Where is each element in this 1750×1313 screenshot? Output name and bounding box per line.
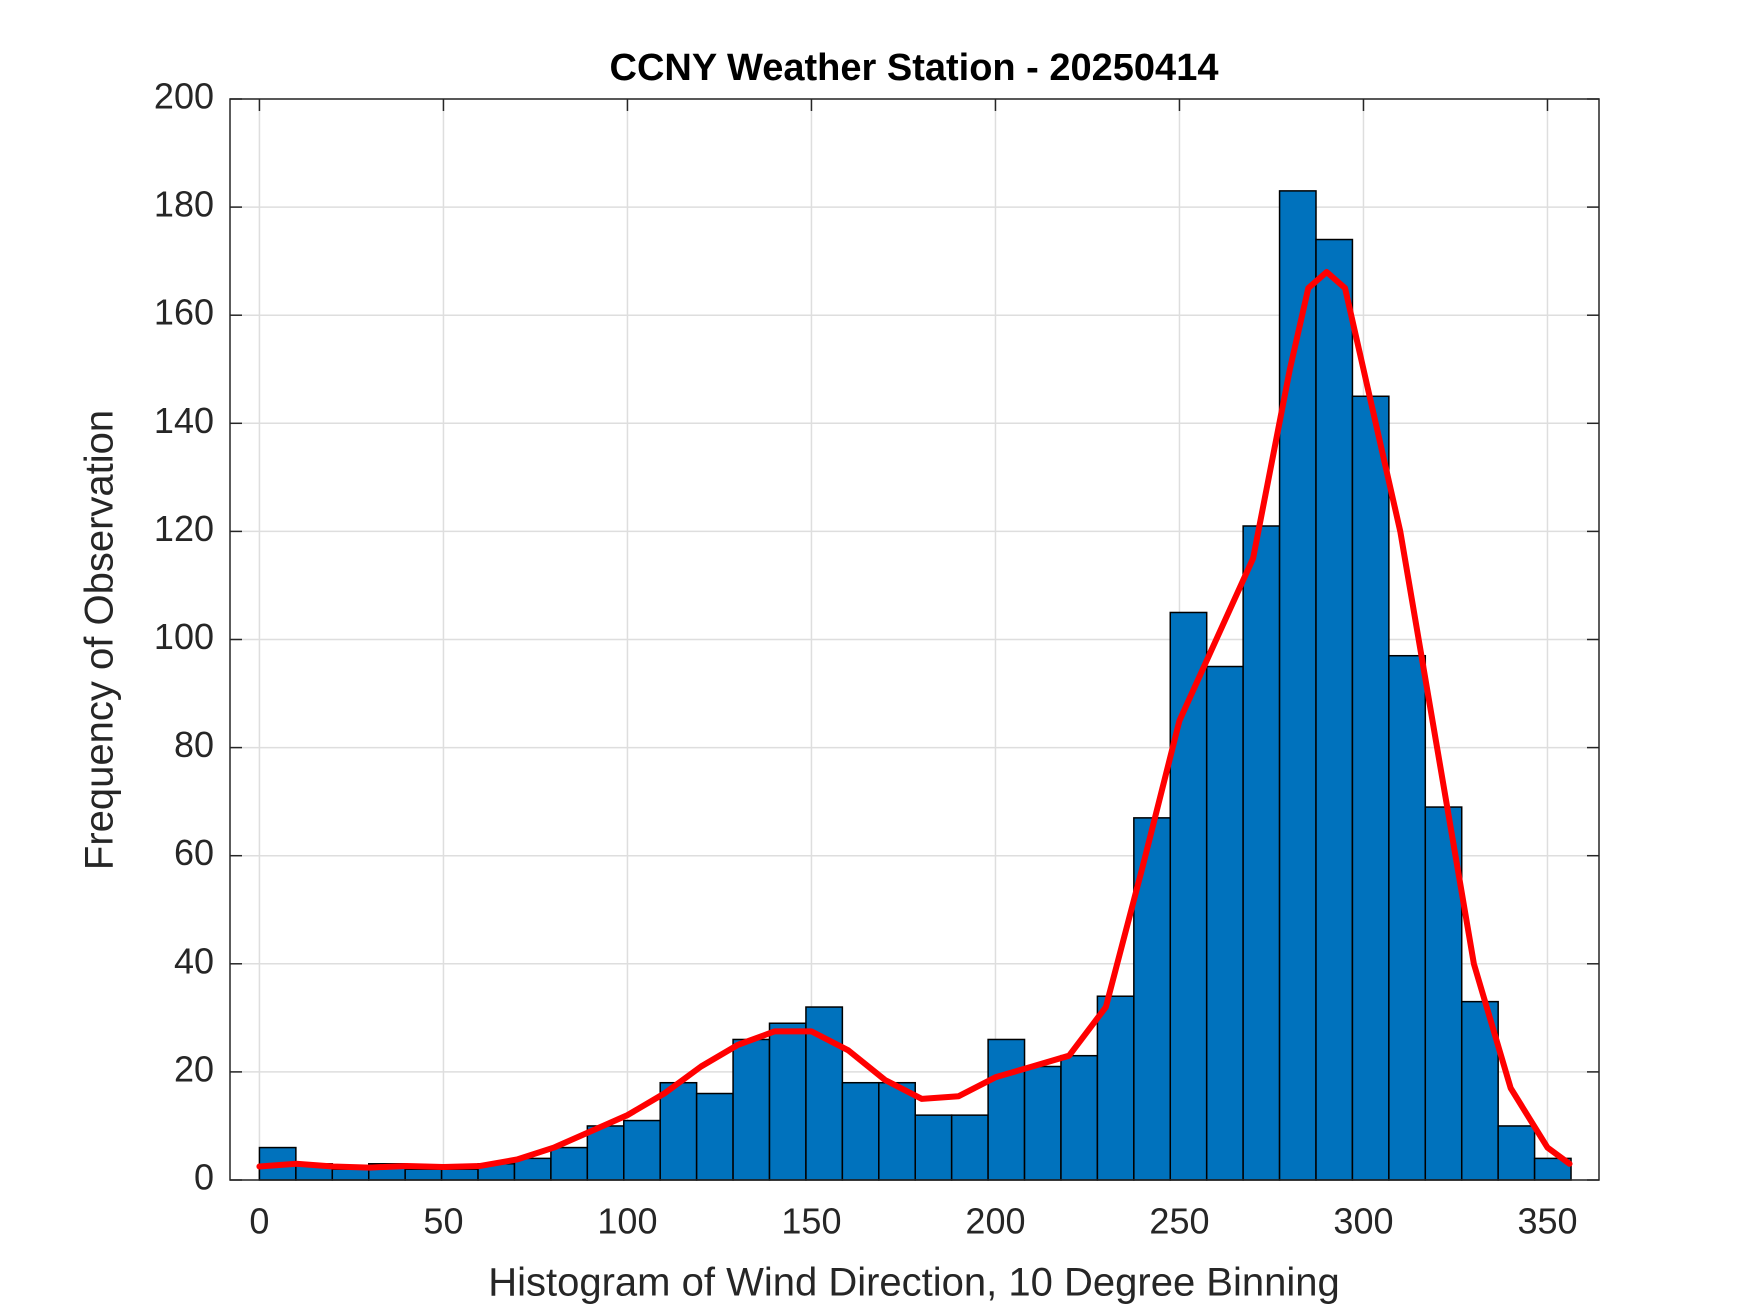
- y-tick-label: 140: [154, 400, 214, 441]
- y-tick-label: 20: [174, 1048, 214, 1089]
- bar: [987, 1038, 1026, 1181]
- bar: [586, 1125, 625, 1181]
- bar: [1351, 395, 1390, 1181]
- y-axis-label: Frequency of Observation: [78, 410, 122, 870]
- density-curve: [256, 268, 1573, 1171]
- x-tick-label: 300: [1333, 1201, 1393, 1242]
- y-tick-label: 180: [154, 184, 214, 225]
- x-tick-label: 250: [1149, 1201, 1209, 1242]
- bar: [1205, 665, 1244, 1181]
- bar: [1096, 995, 1135, 1181]
- bar: [950, 1114, 989, 1181]
- bar: [659, 1081, 698, 1181]
- y-tick-label: 0: [194, 1157, 214, 1198]
- y-tick-label: 60: [174, 832, 214, 873]
- y-tick-label: 80: [174, 724, 214, 765]
- bar: [768, 1022, 807, 1181]
- x-tick-label: 100: [597, 1201, 657, 1242]
- bar: [1460, 1000, 1499, 1181]
- bar: [878, 1081, 916, 1181]
- x-tick-label: 150: [781, 1201, 841, 1242]
- bar: [1497, 1125, 1536, 1181]
- y-tick-label: 200: [154, 76, 214, 117]
- y-tick-label: 100: [154, 616, 214, 657]
- bar: [914, 1114, 953, 1181]
- bar: [1023, 1065, 1062, 1181]
- bar: [841, 1081, 880, 1181]
- x-tick-label: 350: [1517, 1201, 1577, 1242]
- chart-title: CCNY Weather Station - 20250414: [610, 47, 1219, 89]
- x-tick-label: 200: [965, 1201, 1025, 1242]
- bar: [1315, 238, 1354, 1181]
- bar: [732, 1038, 771, 1181]
- bar: [550, 1146, 589, 1181]
- plot-frame: [229, 98, 1600, 1181]
- bar: [440, 1168, 479, 1181]
- bar: [1060, 1054, 1099, 1181]
- x-tick-label: 50: [423, 1201, 463, 1242]
- y-tick-label: 40: [174, 940, 214, 981]
- bar: [1278, 190, 1317, 1181]
- bar: [404, 1168, 443, 1181]
- bar: [1388, 654, 1427, 1181]
- bar: [331, 1168, 370, 1181]
- bar: [1242, 525, 1281, 1181]
- y-tick-label: 160: [154, 292, 214, 333]
- x-axis-label: Histogram of Wind Direction, 10 Degree B…: [488, 1261, 1340, 1305]
- y-tick-label: 120: [154, 508, 214, 549]
- bar: [695, 1092, 734, 1181]
- bar: [623, 1119, 661, 1181]
- x-tick-label: 0: [249, 1201, 269, 1242]
